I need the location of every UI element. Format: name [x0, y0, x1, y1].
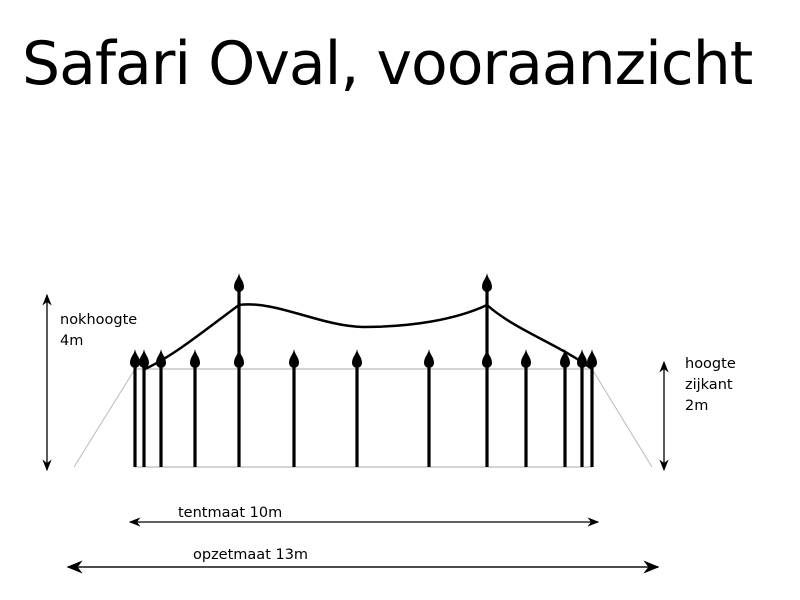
guy-line-right [591, 368, 653, 468]
pole-finial-icon [156, 349, 166, 368]
diagram-title: Safari Oval, vooraanzicht [22, 29, 753, 99]
tent-size-label: tentmaat 10m [178, 505, 283, 521]
pole-finial-icon [234, 349, 244, 368]
pole-finial-icon [130, 349, 140, 368]
setup-size-label: opzetmaat 13m [193, 547, 309, 563]
pole-finial-icon [289, 349, 299, 368]
pole-finial-icon [560, 349, 570, 368]
ridge-height-value: 4m [60, 333, 84, 349]
pole-finial-icon [482, 349, 492, 368]
pole-finial-icon [521, 349, 531, 368]
main-pole-finial-icon [234, 273, 244, 292]
pole-finial-icon [352, 349, 362, 368]
ridge-height-label: nokhoogte 4m [60, 310, 137, 352]
pole-finial-icon [190, 349, 200, 368]
pole-finial-icon [587, 349, 597, 368]
main-pole-finial-icon [482, 273, 492, 292]
roof-line [144, 303, 593, 371]
guy-line-left [73, 368, 136, 468]
pole-finial-icon [139, 349, 149, 368]
ridge-height-text: nokhoogte [60, 312, 138, 328]
pole-finial-icon [577, 349, 587, 368]
side-height-label: hoogte zijkant 2m [685, 354, 736, 417]
side-height-text-2: zijkant [685, 377, 733, 393]
pole-finial-icon [424, 349, 434, 368]
side-height-value: 2m [685, 398, 709, 414]
side-height-text-1: hoogte [685, 356, 736, 372]
